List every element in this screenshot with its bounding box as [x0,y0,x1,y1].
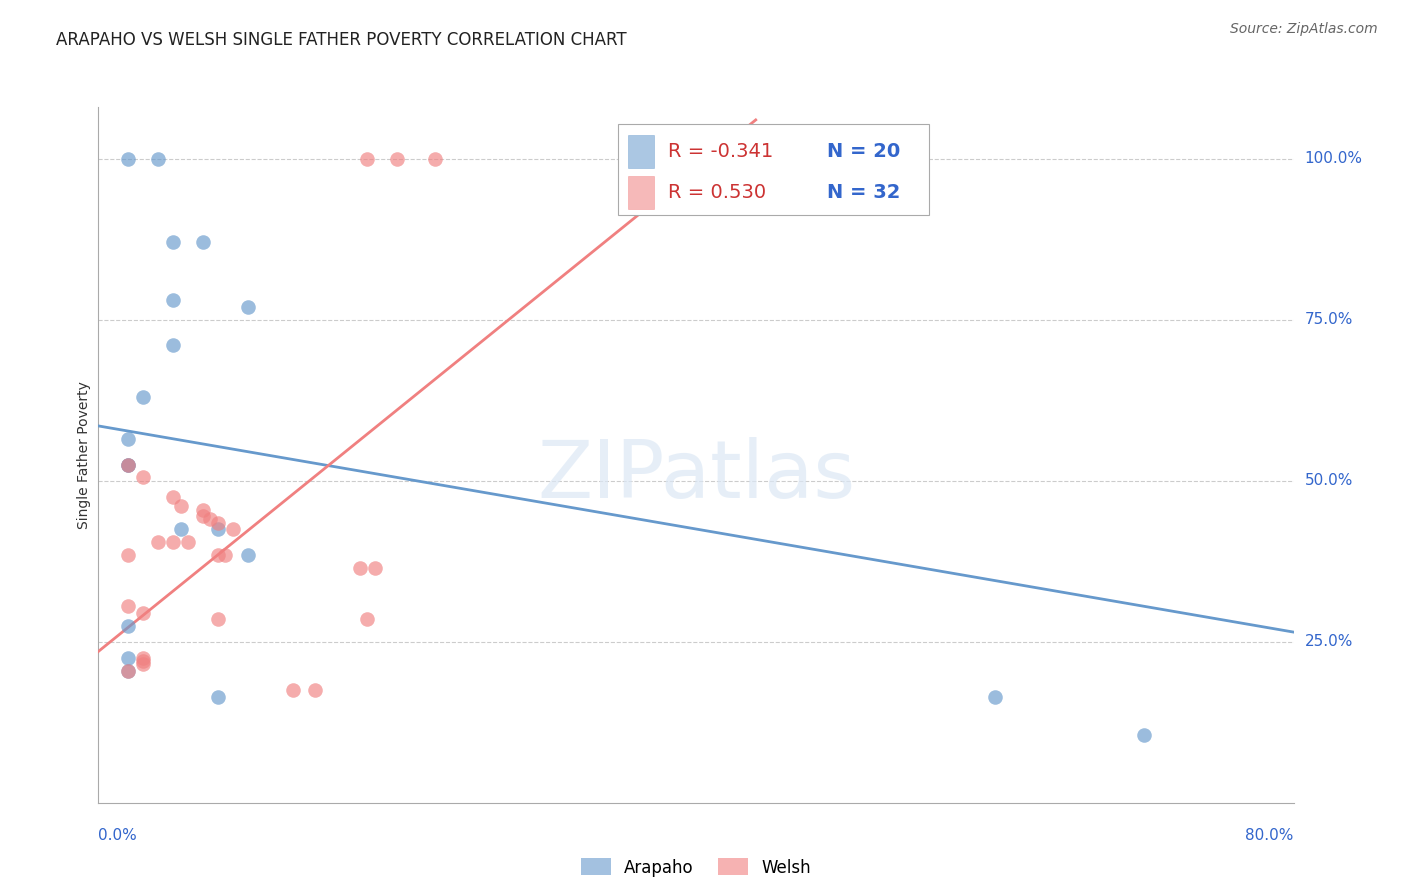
Point [162,235,184,250]
Text: Source: ZipAtlas.com: Source: ZipAtlas.com [1230,22,1378,37]
Point [200,512,222,526]
Point [132,390,155,404]
Text: ZIPatlas: ZIPatlas [537,437,855,515]
Point [983,690,1005,704]
Point [132,606,155,620]
Point [1133,728,1156,742]
Point [385,152,409,166]
Point [423,152,446,166]
Text: 50.0%: 50.0% [1305,473,1353,488]
Point [117,432,139,446]
Text: 25.0%: 25.0% [1305,634,1353,649]
Point [207,522,229,536]
Text: R = 0.530: R = 0.530 [668,183,766,202]
Text: N = 20: N = 20 [827,142,901,161]
Text: N = 32: N = 32 [827,183,901,202]
Point [207,548,229,562]
Point [162,534,184,549]
Point [177,534,200,549]
Point [162,293,184,308]
Point [117,664,139,678]
Point [214,548,236,562]
Y-axis label: Single Father Poverty: Single Father Poverty [77,381,91,529]
FancyBboxPatch shape [619,124,929,215]
Point [207,516,229,530]
Point [356,152,378,166]
Point [117,651,139,665]
Text: ARAPAHO VS WELSH SINGLE FATHER POVERTY CORRELATION CHART: ARAPAHO VS WELSH SINGLE FATHER POVERTY C… [56,31,627,49]
Point [132,651,155,665]
Text: 0.0%: 0.0% [98,828,138,843]
Point [148,534,170,549]
Point [132,657,155,672]
Text: 80.0%: 80.0% [1246,828,1294,843]
Point [148,152,170,166]
Point [117,458,139,472]
Point [117,618,139,632]
Point [191,502,214,516]
Text: 75.0%: 75.0% [1305,312,1353,327]
Point [281,683,304,698]
Point [207,612,229,626]
Point [117,548,139,562]
Point [162,338,184,352]
Point [169,500,191,514]
Point [222,522,245,536]
Point [236,300,259,314]
Point [162,490,184,504]
Point [117,599,139,614]
Point [191,509,214,524]
Point [117,458,139,472]
Point [364,560,387,574]
Point [207,690,229,704]
Point [707,152,730,166]
Point [304,683,326,698]
Point [117,458,139,472]
Point [117,152,139,166]
Point [191,235,214,250]
FancyBboxPatch shape [628,176,654,209]
Legend: Arapaho, Welsh: Arapaho, Welsh [572,850,820,885]
FancyBboxPatch shape [628,135,654,169]
Point [356,612,378,626]
Point [132,654,155,668]
Text: R = -0.341: R = -0.341 [668,142,773,161]
Point [349,560,371,574]
Point [236,548,259,562]
Point [132,470,155,484]
Point [685,152,707,166]
Point [117,664,139,678]
Text: 100.0%: 100.0% [1305,151,1362,166]
Point [169,522,191,536]
